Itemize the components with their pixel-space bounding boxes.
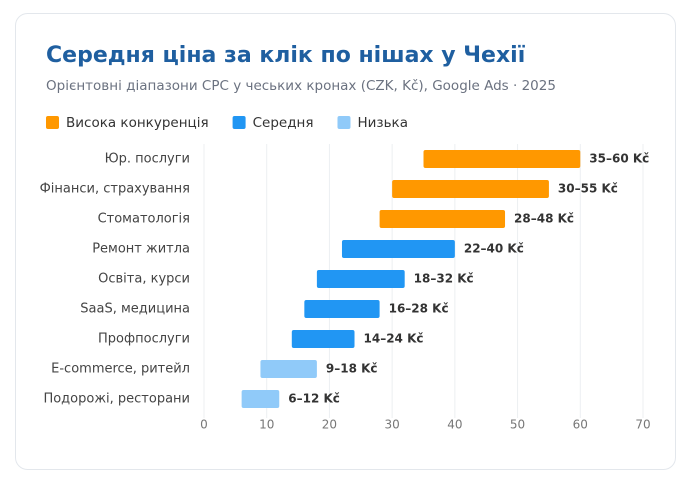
x-tick-label: 10 bbox=[259, 418, 274, 432]
value-label: 14–24 Kč bbox=[364, 332, 424, 346]
category-label: Стоматологія bbox=[98, 212, 190, 227]
bar bbox=[423, 150, 581, 168]
value-label: 16–28 Kč bbox=[389, 302, 449, 316]
value-label: 30–55 Kč bbox=[558, 182, 618, 196]
bar bbox=[304, 300, 380, 318]
bar bbox=[379, 210, 506, 228]
category-label: Ремонт житла bbox=[92, 242, 190, 257]
value-label: 6–12 Kč bbox=[288, 392, 340, 406]
x-tick-label: 50 bbox=[510, 418, 525, 432]
category-label: SaaS, медицина bbox=[80, 302, 190, 317]
x-tick-label: 0 bbox=[200, 418, 208, 432]
legend-label: Низька bbox=[357, 115, 408, 131]
value-label: 9–18 Kč bbox=[326, 362, 378, 376]
category-label: Фінанси, страхування bbox=[40, 182, 190, 197]
category-label: E-commerce, ритейл bbox=[51, 362, 190, 377]
bar bbox=[341, 240, 455, 258]
category-label: Профпослуги bbox=[98, 332, 190, 347]
legend-swatch bbox=[46, 116, 59, 129]
legend-swatch bbox=[337, 116, 351, 129]
bar bbox=[316, 270, 405, 288]
legend-label: Висока конкуренція bbox=[66, 115, 209, 131]
value-label: 22–40 Kč bbox=[464, 242, 524, 256]
category-label: Юр. послуги bbox=[105, 152, 190, 167]
value-label: 35–60 Kč bbox=[589, 152, 649, 166]
x-tick-label: 70 bbox=[635, 418, 650, 432]
bar bbox=[392, 180, 549, 198]
bar bbox=[241, 390, 280, 408]
value-label: 18–32 Kč bbox=[414, 272, 474, 286]
chart-subtitle: Орієнтовні діапазони CPC у чеських крона… bbox=[46, 78, 556, 94]
x-tick-label: 40 bbox=[447, 418, 462, 432]
chart-title: Середня ціна за клік по нішах у Чехії bbox=[46, 43, 526, 68]
category-label: Освіта, курси bbox=[98, 272, 190, 287]
x-tick-label: 60 bbox=[573, 418, 588, 432]
x-tick-label: 30 bbox=[385, 418, 400, 432]
category-label: Подорожі, ресторани bbox=[43, 392, 190, 407]
value-label: 28–48 Kč bbox=[514, 212, 574, 226]
legend-swatch bbox=[232, 116, 246, 129]
x-tick-label: 20 bbox=[322, 418, 337, 432]
bar bbox=[291, 330, 355, 348]
bar bbox=[260, 360, 317, 378]
legend-label: Середня bbox=[253, 115, 314, 131]
